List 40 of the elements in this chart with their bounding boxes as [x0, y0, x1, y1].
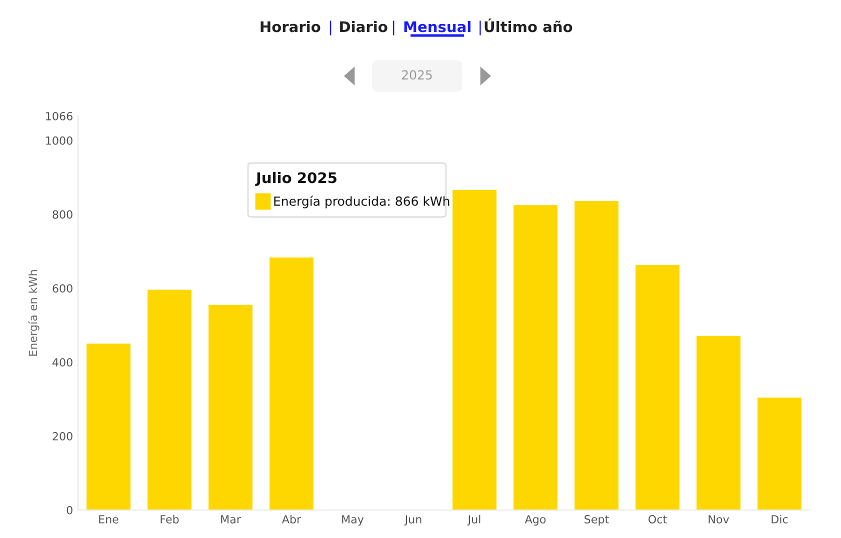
text: Último año: [484, 18, 572, 32]
bar: [514, 205, 558, 510]
bar: [270, 258, 314, 510]
text: |: [480, 20, 481, 36]
y-tick-label: 600: [52, 284, 72, 293]
x-tick-label: Oct: [648, 515, 667, 524]
bar: [696, 336, 740, 510]
y-tick-label: 200: [52, 432, 72, 440]
x-tick-label: Jun: [404, 515, 422, 526]
x-tick-label: Mar: [221, 515, 241, 524]
bar: [452, 190, 496, 510]
annotation: Energía producida: 866 kWh: [274, 196, 450, 208]
x-tick-label: Sept: [584, 515, 609, 526]
x-tick-label: Dic: [772, 514, 788, 524]
y-tick-label: 0: [66, 506, 72, 514]
bar: [208, 304, 252, 510]
text: Mensual: [404, 20, 470, 32]
y-tick-label: 400: [52, 358, 72, 367]
x-tick-label: Jul: [467, 514, 480, 526]
bar: [758, 398, 802, 510]
annotation: Julio 2025: [255, 172, 336, 186]
x-tick-label: Abr: [282, 514, 302, 524]
bar: [86, 344, 130, 510]
y-tick-label: 1000: [46, 136, 72, 145]
bar: [148, 290, 192, 510]
x-tick-label: May: [342, 515, 364, 526]
text: Horario: [260, 20, 320, 32]
x-tick-label: Feb: [160, 514, 179, 524]
x-tick-label: Nov: [708, 515, 730, 524]
bar: [574, 201, 618, 510]
text: 2025: [402, 70, 432, 80]
y-tick-label: 800: [52, 210, 72, 219]
y-tick-label: 1066: [46, 112, 72, 120]
bar: [636, 264, 680, 510]
text: |: [330, 20, 332, 36]
text: |: [392, 20, 394, 36]
text: Diario: [340, 20, 388, 32]
y-axis-title: Energía en kWh: [28, 270, 40, 356]
x-tick-label: Ene: [99, 515, 118, 524]
x-tick-label: Ago: [524, 515, 546, 526]
